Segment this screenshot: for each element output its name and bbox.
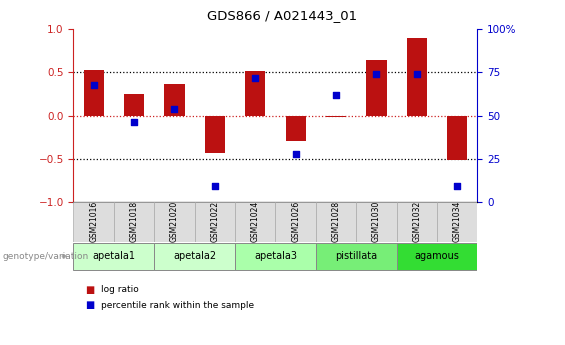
Bar xyxy=(84,70,104,116)
Text: GSM21030: GSM21030 xyxy=(372,201,381,242)
Bar xyxy=(245,71,266,116)
Text: pistillata: pistillata xyxy=(335,251,377,261)
Bar xyxy=(437,202,477,242)
Text: percentile rank within the sample: percentile rank within the sample xyxy=(101,301,254,310)
Text: GSM21032: GSM21032 xyxy=(412,201,421,242)
Point xyxy=(129,120,138,125)
Bar xyxy=(407,38,427,116)
Point xyxy=(372,71,381,77)
Bar xyxy=(73,202,114,242)
Text: GSM21028: GSM21028 xyxy=(332,201,341,242)
Bar xyxy=(235,243,316,270)
Bar xyxy=(195,202,235,242)
Text: GSM21020: GSM21020 xyxy=(170,201,179,242)
Bar xyxy=(326,116,346,117)
Bar xyxy=(154,202,194,242)
Bar xyxy=(357,202,397,242)
Bar xyxy=(276,202,316,242)
Bar xyxy=(316,202,357,242)
Text: GSM21016: GSM21016 xyxy=(89,201,98,242)
Point xyxy=(453,184,462,189)
Point xyxy=(332,92,341,98)
Point xyxy=(89,82,98,87)
Bar xyxy=(164,83,185,116)
Text: GSM21024: GSM21024 xyxy=(251,201,260,242)
Point xyxy=(170,106,179,111)
Text: log ratio: log ratio xyxy=(101,285,138,294)
Text: ■: ■ xyxy=(85,300,94,310)
Text: GSM21026: GSM21026 xyxy=(291,201,300,242)
Bar xyxy=(124,94,144,116)
Text: apetala3: apetala3 xyxy=(254,251,297,261)
Bar xyxy=(397,202,437,242)
Bar xyxy=(205,116,225,152)
Point xyxy=(210,184,219,189)
Text: apetala1: apetala1 xyxy=(92,251,136,261)
Point xyxy=(251,75,260,80)
Text: GSM21022: GSM21022 xyxy=(210,201,219,242)
Text: agamous: agamous xyxy=(415,251,459,261)
Bar xyxy=(285,116,306,141)
Bar xyxy=(316,243,397,270)
Bar xyxy=(114,202,154,242)
Point xyxy=(291,151,300,156)
Bar xyxy=(154,243,235,270)
Point xyxy=(412,71,421,77)
Bar xyxy=(366,59,386,116)
Bar xyxy=(397,243,477,270)
Bar xyxy=(73,243,154,270)
Text: GDS866 / A021443_01: GDS866 / A021443_01 xyxy=(207,9,358,22)
Text: GSM21018: GSM21018 xyxy=(129,201,138,242)
Text: genotype/variation: genotype/variation xyxy=(3,252,89,261)
Bar xyxy=(447,116,467,160)
Text: apetala2: apetala2 xyxy=(173,251,216,261)
Bar xyxy=(235,202,276,242)
Text: ■: ■ xyxy=(85,285,94,295)
Text: GSM21034: GSM21034 xyxy=(453,201,462,242)
